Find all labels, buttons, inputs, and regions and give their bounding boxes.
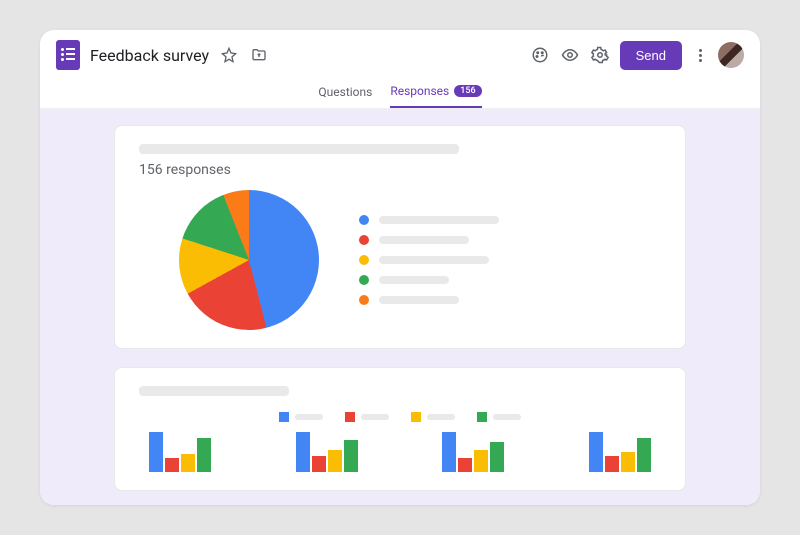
app-window: Feedback survey Send Questions Responses… <box>40 30 760 505</box>
user-avatar[interactable] <box>718 42 744 68</box>
bar-legend-item <box>477 412 521 422</box>
bar <box>442 432 456 472</box>
legend-dot-icon <box>359 235 369 245</box>
bar <box>474 450 488 472</box>
legend-square-icon <box>345 412 355 422</box>
tab-responses-label: Responses <box>390 84 449 98</box>
bar <box>181 454 195 472</box>
bar <box>165 458 179 472</box>
legend-label-placeholder <box>379 256 489 264</box>
document-title[interactable]: Feedback survey <box>90 46 209 65</box>
content-area: 156 responses <box>40 109 760 505</box>
palette-icon[interactable] <box>530 45 550 65</box>
forms-logo-icon[interactable] <box>56 40 80 70</box>
bar <box>621 452 635 472</box>
bar-legend-item <box>411 412 455 422</box>
legend-label-placeholder <box>361 414 389 420</box>
legend-label-placeholder <box>493 414 521 420</box>
bar-legend-item <box>345 412 389 422</box>
legend-label-placeholder <box>379 216 499 224</box>
bar-legend <box>139 412 661 422</box>
move-folder-icon[interactable] <box>249 45 269 65</box>
star-icon[interactable] <box>219 45 239 65</box>
bar-group <box>589 432 651 472</box>
tabs: Questions Responses 156 <box>40 76 760 109</box>
more-menu-icon[interactable] <box>692 49 708 62</box>
legend-label-placeholder <box>379 276 449 284</box>
pie-legend-item <box>359 235 499 245</box>
bar <box>458 458 472 472</box>
bar <box>296 432 310 472</box>
summary-card-pie: 156 responses <box>114 125 686 349</box>
legend-square-icon <box>279 412 289 422</box>
legend-dot-icon <box>359 215 369 225</box>
send-button[interactable]: Send <box>620 41 682 70</box>
legend-label-placeholder <box>427 414 455 420</box>
pie-legend-item <box>359 275 499 285</box>
bar <box>312 456 326 472</box>
bar <box>490 442 504 472</box>
tab-questions[interactable]: Questions <box>318 84 372 108</box>
settings-gear-icon[interactable] <box>590 45 610 65</box>
tab-responses[interactable]: Responses 156 <box>390 84 481 108</box>
bar <box>197 438 211 472</box>
bar-group <box>296 432 358 472</box>
bar <box>637 438 651 472</box>
legend-label-placeholder <box>295 414 323 420</box>
legend-dot-icon <box>359 295 369 305</box>
legend-label-placeholder <box>379 296 459 304</box>
legend-label-placeholder <box>379 236 469 244</box>
header: Feedback survey Send <box>40 30 760 76</box>
bar <box>344 440 358 472</box>
bar-legend-item <box>279 412 323 422</box>
responses-count-badge: 156 <box>454 85 481 97</box>
bar-chart <box>139 432 661 472</box>
pie-legend-item <box>359 215 499 225</box>
responses-subtitle: 156 responses <box>139 162 661 178</box>
summary-card-bars <box>114 367 686 491</box>
legend-square-icon <box>477 412 487 422</box>
legend-square-icon <box>411 412 421 422</box>
pie-legend <box>359 215 499 305</box>
bar <box>605 456 619 472</box>
bar <box>589 432 603 472</box>
pie-row <box>139 190 661 330</box>
legend-dot-icon <box>359 275 369 285</box>
pie-legend-item <box>359 255 499 265</box>
bar-group <box>442 432 504 472</box>
pie-chart <box>179 190 319 330</box>
bar <box>328 450 342 472</box>
question-title-placeholder <box>139 386 289 396</box>
bar-group <box>149 432 211 472</box>
bar <box>149 432 163 472</box>
question-title-placeholder <box>139 144 459 154</box>
preview-eye-icon[interactable] <box>560 45 580 65</box>
legend-dot-icon <box>359 255 369 265</box>
pie-legend-item <box>359 295 499 305</box>
